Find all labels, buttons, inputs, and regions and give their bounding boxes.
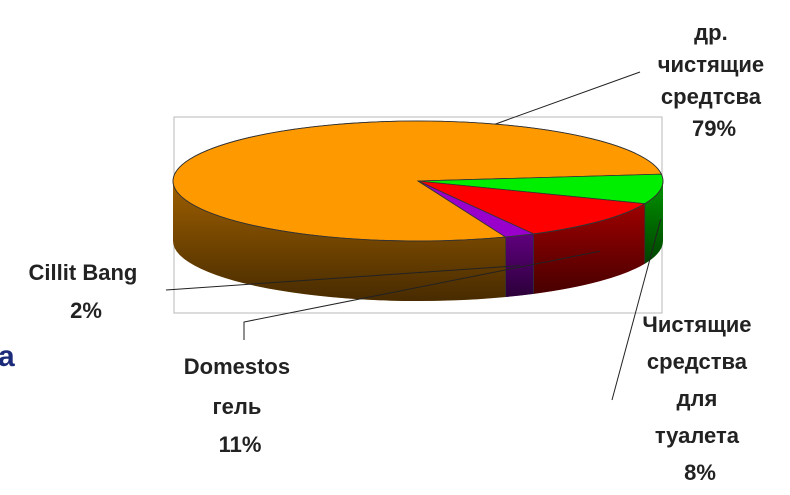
pie-side-shade-toilet-cleaners [644, 181, 663, 264]
background-text-fragment: a [0, 340, 15, 373]
leader-line-domestos [243, 250, 601, 340]
pie-side-shade-domestos [533, 203, 645, 294]
leader-line-other-cleaners [495, 71, 641, 125]
leader-line-cillit-bang [165, 265, 520, 291]
leader-line-toilet-cleaners [611, 219, 662, 401]
pie-rim [172, 120, 664, 242]
slice-label-cillit-bang: Cillit Bang 2% [29, 260, 144, 323]
slice-label-other-cleaners: др. чистящие средтсва 79% [658, 20, 771, 141]
slice-label-domestos: Domestos гель 11% [184, 354, 296, 457]
pie-side-shade-other-cleaners [173, 181, 506, 301]
slice-label-toilet-cleaners: Чистящие средства для туалета 8% [642, 312, 757, 485]
